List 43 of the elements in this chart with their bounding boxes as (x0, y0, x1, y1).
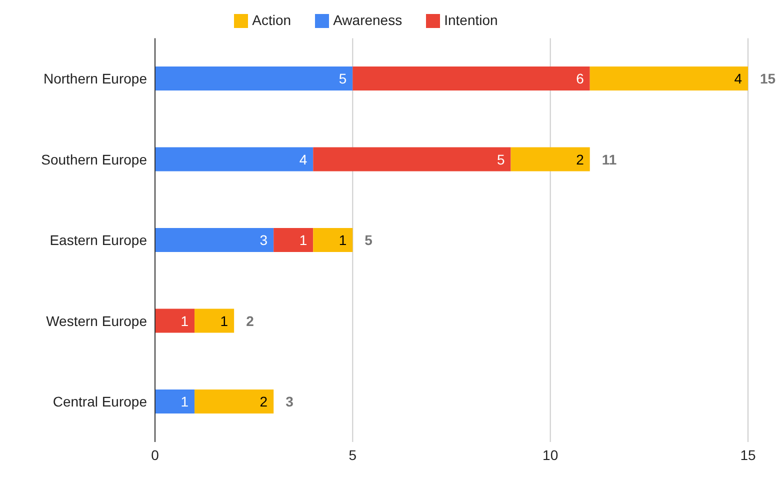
x-tick-label: 10 (542, 446, 558, 463)
y-tick-label: Southern Europe (41, 151, 148, 168)
bar (155, 390, 195, 414)
data-label: 2 (260, 394, 268, 410)
data-label: 1 (220, 312, 228, 329)
total-label: 2 (246, 312, 254, 329)
data-label: 5 (497, 151, 506, 168)
total-label: 5 (364, 232, 373, 248)
y-tick-label: Central Europe (52, 394, 148, 410)
x-tick-label: 15 (740, 446, 756, 463)
total-label: 15 (760, 70, 776, 87)
bar (155, 228, 274, 252)
y-tick-label: Eastern Europe (50, 232, 148, 248)
data-label: 2 (576, 151, 584, 168)
bar (155, 147, 314, 172)
data-label: 1 (338, 232, 347, 248)
bar (155, 308, 195, 333)
data-label: 3 (260, 232, 268, 248)
data-label: 1 (180, 312, 189, 329)
bar (590, 66, 748, 91)
bar (352, 66, 590, 91)
bar (274, 228, 314, 252)
y-tick-label: Western Europe (46, 312, 148, 329)
data-label: 4 (299, 151, 308, 168)
data-label: 4 (734, 70, 742, 87)
bar (510, 147, 590, 172)
bar (194, 390, 274, 414)
bar (313, 228, 353, 252)
data-label: 1 (299, 232, 308, 248)
legend-label: Awareness (333, 12, 402, 28)
legend-label: Action (252, 12, 292, 28)
y-tick-label: Northern Europe (43, 70, 148, 87)
data-label: 5 (338, 70, 347, 87)
data-label: 1 (180, 394, 189, 410)
legend-label: Intention (444, 12, 498, 28)
total-label: 3 (286, 394, 294, 410)
x-tick-label: 5 (348, 446, 357, 463)
bar (155, 66, 353, 91)
x-tick-label: 0 (151, 446, 160, 463)
data-label: 6 (576, 70, 584, 87)
total-label: 11 (602, 151, 617, 168)
bar (313, 147, 511, 172)
bar (194, 308, 234, 333)
